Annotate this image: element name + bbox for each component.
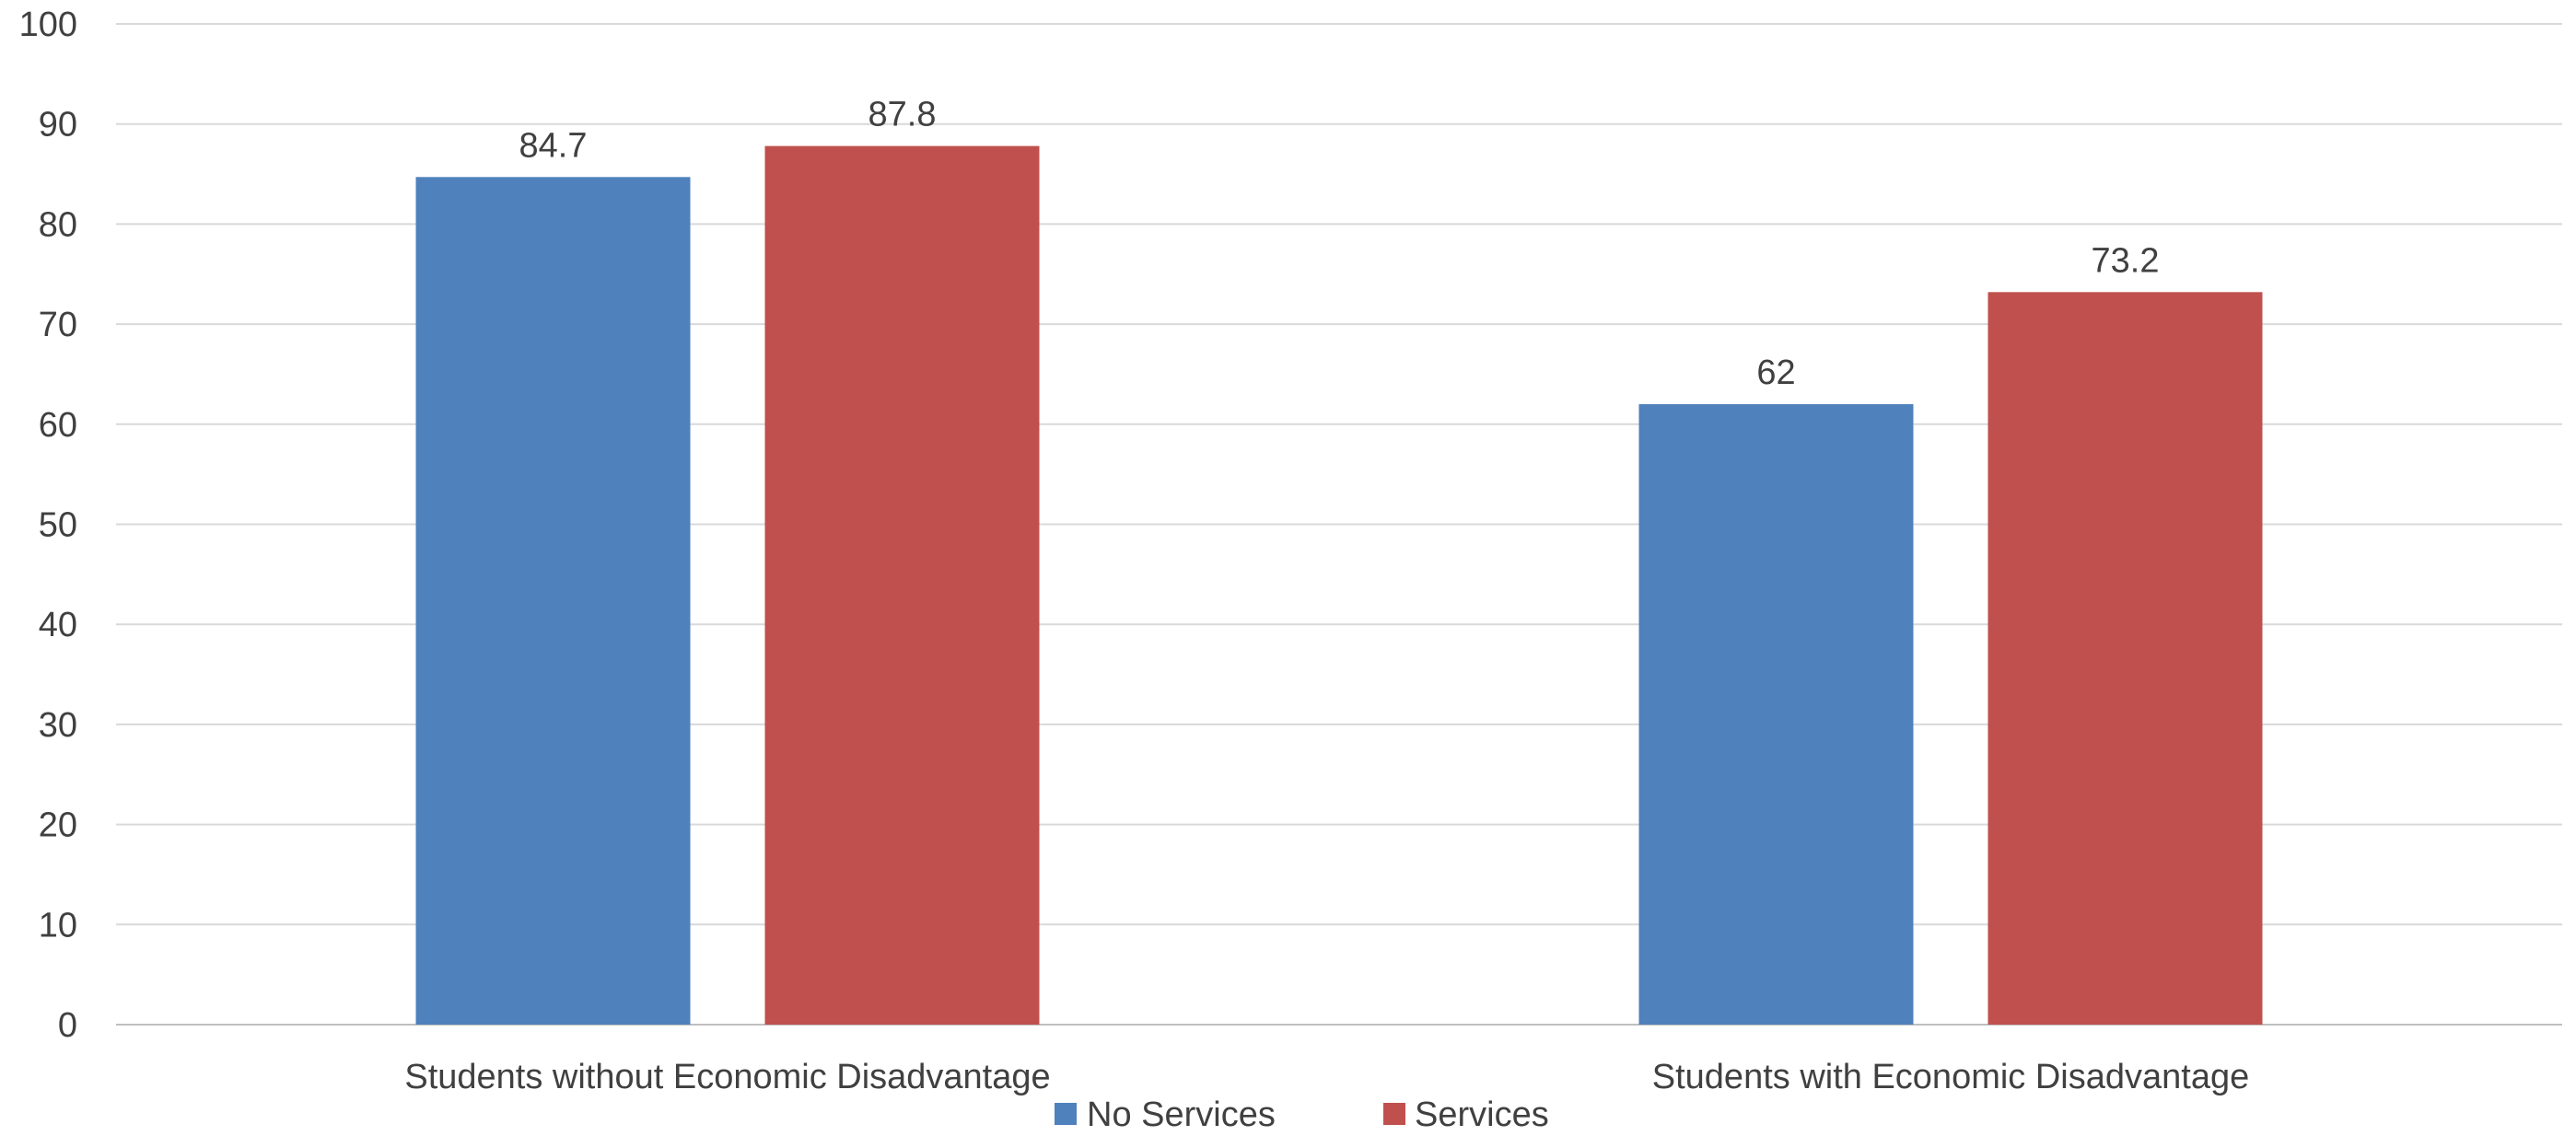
bar-services [764,145,1040,1025]
y-tick-label: 100 [19,6,77,44]
y-tick-label: 80 [39,205,77,244]
legend: No Services Services [1055,1095,1549,1134]
bars [415,145,2263,1025]
data-label: 87.8 [868,96,937,134]
y-tick-label: 20 [39,806,77,845]
data-label: 62 [1756,354,1795,392]
legend-swatch [1055,1103,1077,1125]
bar-no-services [1638,404,1914,1025]
data-label: 84.7 [519,126,588,165]
y-tick-label: 40 [39,606,77,644]
x-category-label: Students with Economic Disadvantage [1652,1058,2249,1096]
x-category-label: Students without Economic Disadvantage [404,1058,1050,1096]
legend-swatch [1383,1103,1405,1125]
y-tick-label: 90 [39,106,77,145]
data-labels: 84.7 87.8 62 73.2 [519,96,2160,392]
y-tick-label: 0 [58,1006,77,1045]
y-tick-label: 60 [39,406,77,445]
x-axis: Students without Economic Disadvantage St… [404,1058,2249,1096]
y-tick-label: 30 [39,706,77,745]
y-tick-label: 50 [39,506,77,545]
legend-label: Services [1415,1095,1549,1131]
bar-no-services [415,177,691,1025]
y-axis: 0 10 20 30 40 50 60 70 80 90 100 [19,6,77,1045]
y-tick-label: 10 [39,906,77,945]
data-label: 73.2 [2092,241,2160,280]
bar-services [1987,292,2263,1025]
legend-label: No Services [1087,1095,1276,1131]
y-tick-label: 70 [39,306,77,344]
